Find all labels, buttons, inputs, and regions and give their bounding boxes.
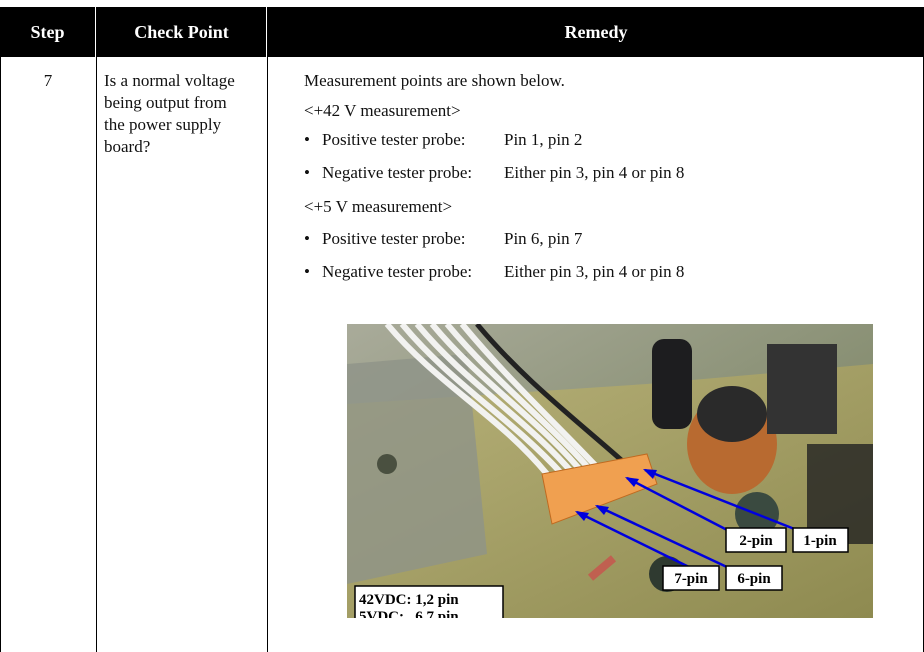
legend-line: 5VDC: 6,7 pin [359, 609, 459, 618]
pins: Pin 1, pin 2 [504, 130, 583, 149]
header-cell: Step [0, 7, 95, 57]
header-cell: Remedy [268, 7, 924, 57]
probe: Negative tester probe: [322, 163, 473, 182]
section-heading: <+5 V measurement> [304, 197, 453, 216]
border [0, 7, 1, 652]
check-point: Is a normal voltage being output from th… [104, 71, 235, 156]
border [267, 7, 268, 652]
border [96, 7, 97, 652]
legend-line: 42VDC: 1,2 pin [359, 592, 459, 608]
pin-label: 7-pin [674, 571, 708, 587]
pins: Either pin 3, pin 4 or pin 8 [504, 163, 685, 182]
step: 7 [43, 71, 53, 90]
probe: Negative tester probe: [322, 262, 473, 281]
pin-label: 2-pin [739, 533, 773, 549]
pin-label: 6-pin [737, 571, 771, 587]
pins: Either pin 3, pin 4 or pin 8 [504, 262, 685, 281]
section-heading: <+42 V measurement> [304, 101, 461, 120]
pin-label: 1-pin [803, 533, 837, 549]
probe: Positive tester probe: [322, 130, 466, 149]
header-cell: Check Point [97, 7, 266, 57]
board-photo: 1-pin 2-pin 6-pin 7-pin 42VDC: 1,2 pin 5… [347, 324, 873, 618]
pins: Pin 6, pin 7 [504, 229, 583, 248]
probe: Positive tester probe: [322, 229, 466, 248]
remedy-intro: Measurement points are shown below. [304, 71, 565, 90]
